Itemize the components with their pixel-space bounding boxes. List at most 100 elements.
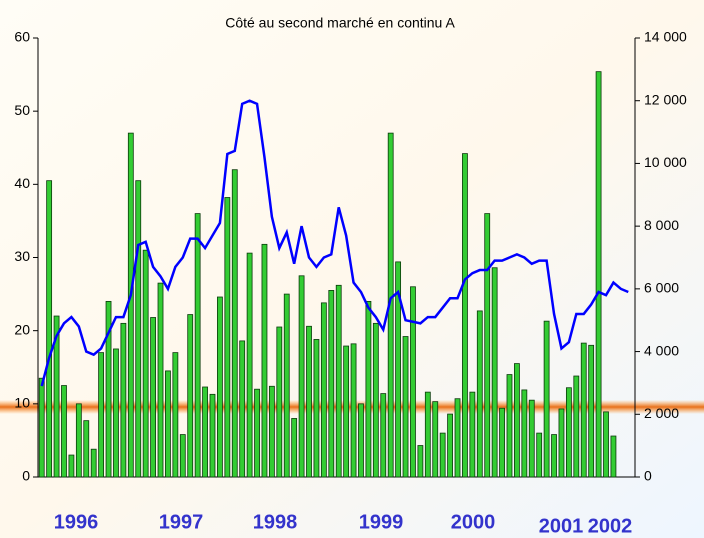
bar — [573, 375, 580, 478]
line — [40, 99, 629, 387]
bar — [603, 411, 609, 478]
y-tick-label: 20 — [14, 321, 30, 337]
bar — [610, 435, 617, 478]
bar — [172, 352, 179, 478]
y-tick-label: 60 — [14, 29, 30, 45]
bar — [75, 403, 82, 478]
bar — [105, 300, 112, 478]
bar — [380, 393, 387, 478]
bar — [521, 389, 528, 478]
bar — [432, 401, 439, 478]
bar — [402, 336, 409, 478]
bar — [476, 310, 483, 478]
bar — [484, 213, 491, 478]
bar — [291, 418, 298, 478]
bar — [224, 197, 231, 478]
bar — [46, 180, 53, 478]
bar — [528, 399, 535, 478]
bar — [202, 386, 208, 478]
bar — [268, 385, 275, 478]
bar — [90, 448, 97, 478]
bar — [417, 445, 424, 478]
bar — [462, 153, 468, 478]
bar — [298, 275, 305, 478]
year-label: 2001 — [539, 515, 584, 537]
bar — [595, 71, 602, 478]
bar — [499, 407, 505, 478]
bar — [580, 342, 587, 478]
bar — [120, 322, 127, 478]
bar — [395, 261, 402, 478]
year-label: 1999 — [359, 511, 404, 533]
bar — [320, 302, 327, 478]
y-tick-label: 50 — [14, 102, 30, 118]
y-tick-label: 10 — [14, 395, 30, 411]
bar — [113, 348, 119, 478]
bar — [194, 213, 201, 478]
year-label: 2002 — [588, 515, 633, 537]
bar — [209, 393, 216, 478]
bar — [514, 363, 520, 478]
bar — [165, 370, 171, 478]
bar — [439, 432, 446, 478]
bar — [350, 343, 357, 478]
y2-tick-label: 10 000 — [644, 154, 687, 170]
y2-tick-label: 0 — [644, 468, 652, 484]
bar — [261, 243, 268, 478]
year-label: 1996 — [54, 511, 99, 533]
bar — [68, 454, 75, 478]
bar — [187, 314, 194, 478]
bar — [179, 434, 186, 478]
bar — [246, 252, 253, 478]
chart-title: Côté au second marché en continu A — [225, 15, 455, 31]
bar — [231, 169, 238, 478]
bar — [313, 339, 320, 478]
bar — [588, 344, 595, 478]
bar — [53, 315, 60, 478]
bar — [410, 286, 416, 478]
y-tick-label: 0 — [22, 468, 30, 484]
bar — [424, 391, 431, 478]
bar — [135, 180, 142, 478]
bar — [358, 403, 364, 478]
bar — [372, 322, 379, 478]
bar — [565, 387, 572, 478]
bar — [283, 293, 290, 478]
bar — [142, 249, 149, 478]
bar — [536, 432, 543, 478]
bar — [38, 377, 45, 478]
year-label: 1997 — [159, 511, 204, 533]
bar — [254, 388, 260, 478]
bar — [365, 300, 372, 478]
bar — [447, 413, 453, 478]
y-tick-label: 30 — [14, 248, 30, 264]
y2-tick-label: 14 000 — [644, 29, 687, 45]
bar — [343, 345, 350, 478]
year-label: 2000 — [451, 511, 496, 533]
bar — [61, 385, 67, 478]
y2-tick-label: 8 000 — [644, 217, 679, 233]
bar — [150, 317, 156, 478]
bar — [469, 391, 476, 478]
y2-tick-label: 12 000 — [644, 91, 687, 107]
bar — [98, 352, 105, 478]
y2-tick-label: 6 000 — [644, 280, 679, 296]
y-tick-label: 40 — [14, 175, 30, 191]
bar — [239, 340, 246, 478]
bar — [157, 282, 164, 478]
bar — [543, 320, 550, 478]
bar — [551, 434, 557, 478]
bar — [491, 267, 498, 478]
bar — [558, 408, 565, 478]
bar — [454, 398, 461, 478]
y2-tick-label: 2 000 — [644, 405, 679, 421]
bar — [328, 290, 335, 478]
bar — [276, 326, 283, 478]
bar — [335, 284, 342, 478]
bar — [83, 420, 90, 478]
bar — [127, 132, 134, 478]
bar — [506, 374, 513, 478]
bar — [217, 296, 223, 478]
y2-tick-label: 4 000 — [644, 342, 679, 358]
